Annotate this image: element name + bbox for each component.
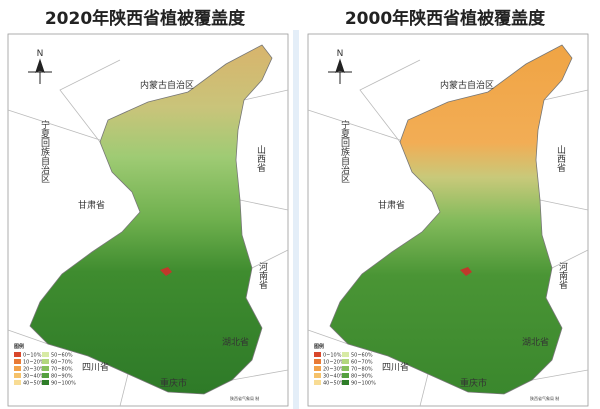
city-marker <box>460 267 472 276</box>
legend-swatch <box>314 373 321 378</box>
legend-label: 50~60% <box>51 353 73 359</box>
legend-swatch <box>14 352 21 357</box>
north-label: N <box>337 49 344 59</box>
legend-swatch <box>314 359 321 364</box>
legend-label: 30~40% <box>23 374 45 380</box>
map-title: 2020年陕西省植被覆盖度 <box>45 8 246 29</box>
legend-swatch <box>314 366 321 371</box>
legend-label: 0~10% <box>23 353 42 359</box>
legend-swatch <box>314 380 321 385</box>
legend-label: 20~30% <box>323 367 345 373</box>
legend-label: 40~50% <box>323 381 345 387</box>
legend-title: 图例 <box>314 343 324 350</box>
province-shape <box>329 44 573 395</box>
legend-swatch <box>14 373 21 378</box>
region-label: 河南省 <box>557 261 568 290</box>
region-label: 重庆市 <box>160 377 187 389</box>
region-label: 山西省 <box>555 145 566 173</box>
region-label: 湖北省 <box>222 336 249 348</box>
legend-label: 10~20% <box>323 360 345 366</box>
legend-swatch <box>342 373 349 378</box>
divider <box>293 30 299 409</box>
region-label: 湖北省 <box>522 336 549 348</box>
legend-label: 60~70% <box>51 360 73 366</box>
province-shape <box>29 44 273 395</box>
region-label: 甘肃省 <box>378 199 405 211</box>
region-label: 重庆市 <box>460 377 487 389</box>
legend-label: 30~40% <box>323 374 345 380</box>
legend-swatch <box>42 373 49 378</box>
legend-label: 60~70% <box>351 360 373 366</box>
credit: 陕西省气象局 制 <box>230 395 259 401</box>
region-label: 四川省 <box>82 361 109 373</box>
legend-label: 10~20% <box>23 360 45 366</box>
legend-label: 0~10% <box>323 353 342 359</box>
neighbor-boundaries <box>7 59 289 407</box>
legend-swatch <box>14 366 21 371</box>
region-label: 宁夏回族自治区 <box>39 119 50 183</box>
legend-swatch <box>342 359 349 364</box>
city-marker <box>160 267 172 276</box>
credit: 陕西省气象局 制 <box>530 395 559 401</box>
region-label: 河南省 <box>257 261 268 290</box>
legend-label: 50~60% <box>351 353 373 359</box>
map-title: 2000年陕西省植被覆盖度 <box>345 8 546 29</box>
legend-label: 80~90% <box>351 374 373 380</box>
north-arrow <box>28 58 52 84</box>
legend-swatch <box>42 380 49 385</box>
legend-swatch <box>342 380 349 385</box>
legend-swatch <box>42 366 49 371</box>
legend-label: 20~30% <box>23 367 45 373</box>
legend-swatch <box>314 352 321 357</box>
legend-label: 90~100% <box>351 381 376 387</box>
legend-swatch <box>342 352 349 357</box>
legend-label: 70~80% <box>51 367 73 373</box>
region-label: 山西省 <box>255 145 266 173</box>
legend-label: 80~90% <box>51 374 73 380</box>
neighbor-boundaries <box>307 59 589 407</box>
legend-label: 90~100% <box>51 381 76 387</box>
legend-label: 70~80% <box>351 367 373 373</box>
legend-title: 图例 <box>14 343 24 350</box>
region-label: 甘肃省 <box>78 199 105 211</box>
legend-swatch <box>14 359 21 364</box>
region-label: 宁夏回族自治区 <box>339 119 350 183</box>
north-label: N <box>37 49 44 59</box>
north-arrow <box>328 58 352 84</box>
region-label: 内蒙古自治区 <box>140 79 194 91</box>
legend-swatch <box>42 352 49 357</box>
legend-swatch <box>342 366 349 371</box>
region-label: 四川省 <box>382 361 409 373</box>
region-label: 内蒙古自治区 <box>440 79 494 91</box>
legend-label: 40~50% <box>23 381 45 387</box>
legend-swatch <box>14 380 21 385</box>
legend-swatch <box>42 359 49 364</box>
